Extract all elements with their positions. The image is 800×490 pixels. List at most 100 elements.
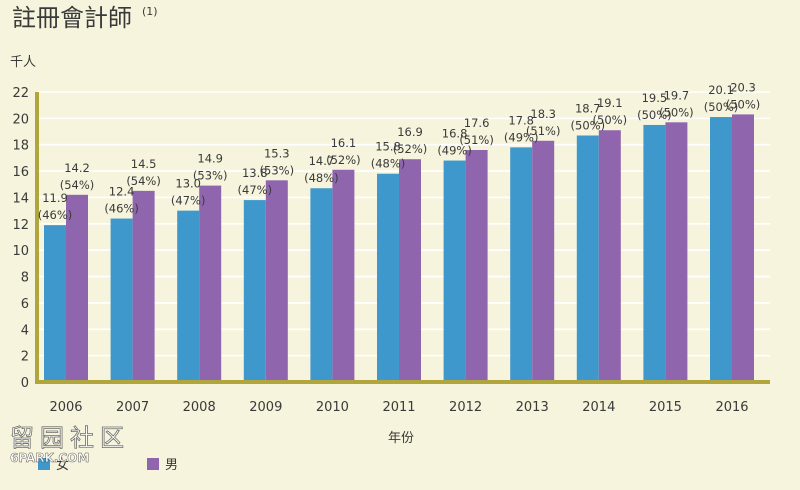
data-label-percent: (47%) (171, 194, 206, 208)
data-label-value: 20.3 (730, 80, 756, 94)
bar-male (665, 122, 688, 383)
data-label-value: 13.8 (242, 166, 268, 180)
bar-female (643, 124, 666, 383)
bar-male (265, 180, 288, 382)
y-tick-label: 2 (21, 350, 29, 365)
y-tick-label: 10 (12, 244, 29, 259)
data-label-value: 20.1 (708, 83, 734, 97)
data-label-percent: (54%) (60, 178, 95, 192)
data-label-value: 17.8 (508, 113, 534, 127)
data-label-percent: (47%) (238, 183, 273, 197)
data-label-value: 15.8 (375, 140, 401, 154)
watermark-url: 6PARK.COM (10, 451, 89, 465)
bar-female (377, 173, 399, 382)
bar-male (66, 194, 88, 382)
data-label-value: 18.3 (530, 107, 556, 121)
data-label-value: 14.9 (197, 152, 223, 166)
legend-label-female: 女 (56, 457, 69, 473)
data-label-value: 18.7 (575, 102, 601, 116)
x-tick-label: 2009 (249, 400, 282, 415)
data-label-value: 19.5 (642, 91, 668, 105)
data-label-percent: (46%) (38, 208, 73, 222)
data-label-percent: (51%) (459, 133, 494, 147)
y-axis-label: 千人 (10, 55, 36, 70)
bar-male (465, 150, 488, 382)
x-tick-label: 2010 (316, 400, 349, 415)
x-tick-label: 2013 (516, 400, 549, 415)
bar-male (732, 114, 754, 382)
data-labels: 11.9(46%)14.2(54%) 12.4(46%)14.5(54%) 13.0… (38, 80, 761, 222)
title-footnote: (1) (142, 5, 158, 18)
bar-female (710, 117, 732, 382)
x-axis-label: 年份 (388, 431, 414, 446)
bar-female (177, 210, 200, 382)
y-tick-label: 4 (21, 323, 29, 338)
legend-swatch-female (38, 458, 50, 470)
data-label-percent: (54%) (126, 174, 161, 188)
x-tick-label: 2014 (582, 400, 615, 415)
legend-swatch-male (147, 458, 159, 470)
data-label-value: 11.9 (42, 191, 68, 205)
data-label-percent: (53%) (193, 169, 228, 183)
y-tick-label: 18 (12, 139, 29, 154)
bar-male (399, 159, 421, 382)
data-label-value: 17.6 (464, 116, 490, 130)
y-tick-label: 14 (12, 191, 29, 206)
data-label-value: 15.3 (264, 146, 290, 160)
data-label-value: 16.8 (442, 127, 468, 141)
data-label-value: 14.2 (64, 161, 90, 175)
data-label-percent: (50%) (726, 97, 761, 111)
bar-female (443, 160, 466, 382)
data-label-value: 13.0 (175, 177, 201, 191)
data-label-percent: (49%) (437, 144, 472, 158)
y-tick-label: 16 (12, 165, 29, 180)
bar-female (510, 147, 533, 382)
bar-female (576, 135, 599, 382)
bar-male (332, 169, 355, 382)
data-label-percent: (49%) (504, 130, 539, 144)
x-tick-label: 2007 (116, 400, 149, 415)
data-label-percent: (50%) (659, 105, 694, 119)
bar-female (310, 188, 333, 382)
data-label-percent: (51%) (526, 124, 561, 138)
bar-female (110, 218, 133, 382)
legend: 女 男 (38, 457, 178, 473)
x-tick-label: 2016 (715, 400, 748, 415)
data-label-value: 19.7 (664, 88, 690, 102)
bar-male (532, 140, 555, 382)
bar-male (199, 185, 222, 382)
y-tick-label: 8 (21, 271, 29, 286)
data-label-percent: (52%) (393, 142, 428, 156)
data-label-value: 12.4 (109, 185, 135, 199)
bar-female (243, 200, 266, 382)
data-label-percent: (53%) (260, 163, 295, 177)
data-label-percent: (50%) (637, 108, 672, 122)
legend-label-male: 男 (165, 458, 178, 473)
x-tick-label: 2012 (449, 400, 482, 415)
y-tick-label: 20 (12, 112, 29, 127)
data-label-value: 16.9 (397, 125, 423, 139)
data-label-percent: (48%) (371, 157, 406, 171)
x-tick-label: 2011 (382, 400, 415, 415)
watermark: 留园社区 6PARK.COM (10, 424, 130, 466)
y-tick-label: 12 (12, 218, 29, 233)
y-tick-label: 0 (21, 376, 29, 391)
x-tick-label: 2006 (49, 400, 82, 415)
axes: 0 2 4 6 8 10 12 14 16 18 20 22 2006 2007 2008 2009 2010 2… (12, 86, 770, 415)
bar-male (598, 130, 621, 382)
y-tick-label: 22 (12, 86, 29, 101)
x-tick-label: 2015 (649, 400, 682, 415)
x-tick-label: 2008 (183, 400, 216, 415)
y-tick-label: 6 (21, 297, 29, 312)
watermark-text: 留园社区 (10, 424, 130, 452)
data-label-percent: (52%) (326, 153, 361, 167)
data-label-value: 19.1 (597, 96, 623, 110)
bar-female (44, 225, 66, 382)
data-label-percent: (50%) (704, 100, 739, 114)
data-label-percent: (48%) (304, 171, 339, 185)
chart-title: 註冊會計師 (12, 4, 132, 32)
bar-male (132, 190, 155, 382)
data-label-percent: (50%) (571, 119, 606, 133)
bars (44, 114, 754, 383)
